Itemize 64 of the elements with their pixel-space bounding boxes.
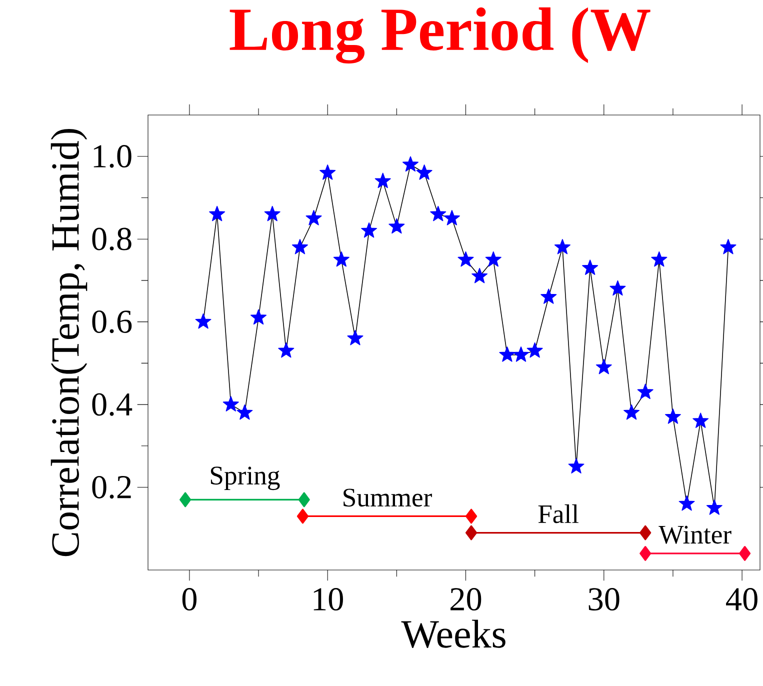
- point: [720, 238, 736, 254]
- point: [465, 525, 478, 540]
- point: [209, 206, 226, 222]
- x-axis-title: Weeks: [401, 620, 506, 648]
- point: [568, 458, 584, 474]
- point: [416, 164, 432, 180]
- point: [430, 206, 446, 222]
- point: [582, 260, 598, 275]
- series-label: Summer: [344, 488, 432, 507]
- series-label: Spring: [210, 466, 280, 490]
- point: [458, 251, 474, 267]
- series-label: Winter: [658, 526, 732, 544]
- point: [485, 251, 502, 267]
- point: [292, 238, 308, 254]
- point: [306, 210, 322, 226]
- point: [540, 288, 557, 304]
- x-tick-label: 0: [182, 588, 197, 611]
- y-tick-label: 0.6: [92, 310, 132, 334]
- point: [640, 546, 652, 561]
- point: [264, 206, 280, 222]
- y-tick-label: 0.2: [92, 476, 131, 499]
- point: [499, 346, 516, 362]
- point: [640, 525, 652, 540]
- point: [278, 342, 294, 358]
- point: [610, 280, 626, 296]
- point: [554, 238, 570, 254]
- point: [472, 268, 488, 284]
- y-tick-label: 0.4: [92, 393, 132, 416]
- point: [692, 412, 709, 428]
- x-tick-label: 40: [726, 588, 758, 611]
- series-label: Fall: [538, 504, 579, 524]
- point: [374, 172, 391, 188]
- point: [651, 251, 668, 267]
- point: [195, 313, 212, 329]
- point: [624, 404, 640, 420]
- y-axis-title: Correlation(Temp, Humid): [50, 128, 88, 556]
- point: [678, 495, 695, 511]
- point: [361, 222, 378, 238]
- point: [526, 342, 543, 358]
- point: [664, 408, 681, 424]
- point: [320, 164, 336, 180]
- point: [347, 330, 364, 346]
- point: [513, 346, 530, 362]
- point: [465, 508, 478, 524]
- point: [402, 156, 418, 172]
- point: [706, 500, 722, 515]
- chart-title: Long Period (W: [230, 7, 650, 64]
- x-tick-label: 20: [450, 588, 482, 611]
- point: [333, 251, 350, 267]
- y-tick-label: 1.0: [94, 145, 132, 168]
- point: [739, 546, 751, 561]
- point: [236, 404, 253, 420]
- point: [388, 218, 405, 234]
- y-tick-label: 0.8: [92, 228, 132, 250]
- point: [298, 492, 310, 508]
- x-tick-label: 10: [314, 588, 343, 611]
- point: [180, 492, 192, 508]
- point: [296, 508, 309, 524]
- point: [444, 210, 460, 226]
- point: [222, 396, 239, 412]
- point: [637, 384, 654, 400]
- x-tick-label: 30: [588, 588, 620, 611]
- point: [250, 309, 267, 325]
- point: [596, 358, 612, 374]
